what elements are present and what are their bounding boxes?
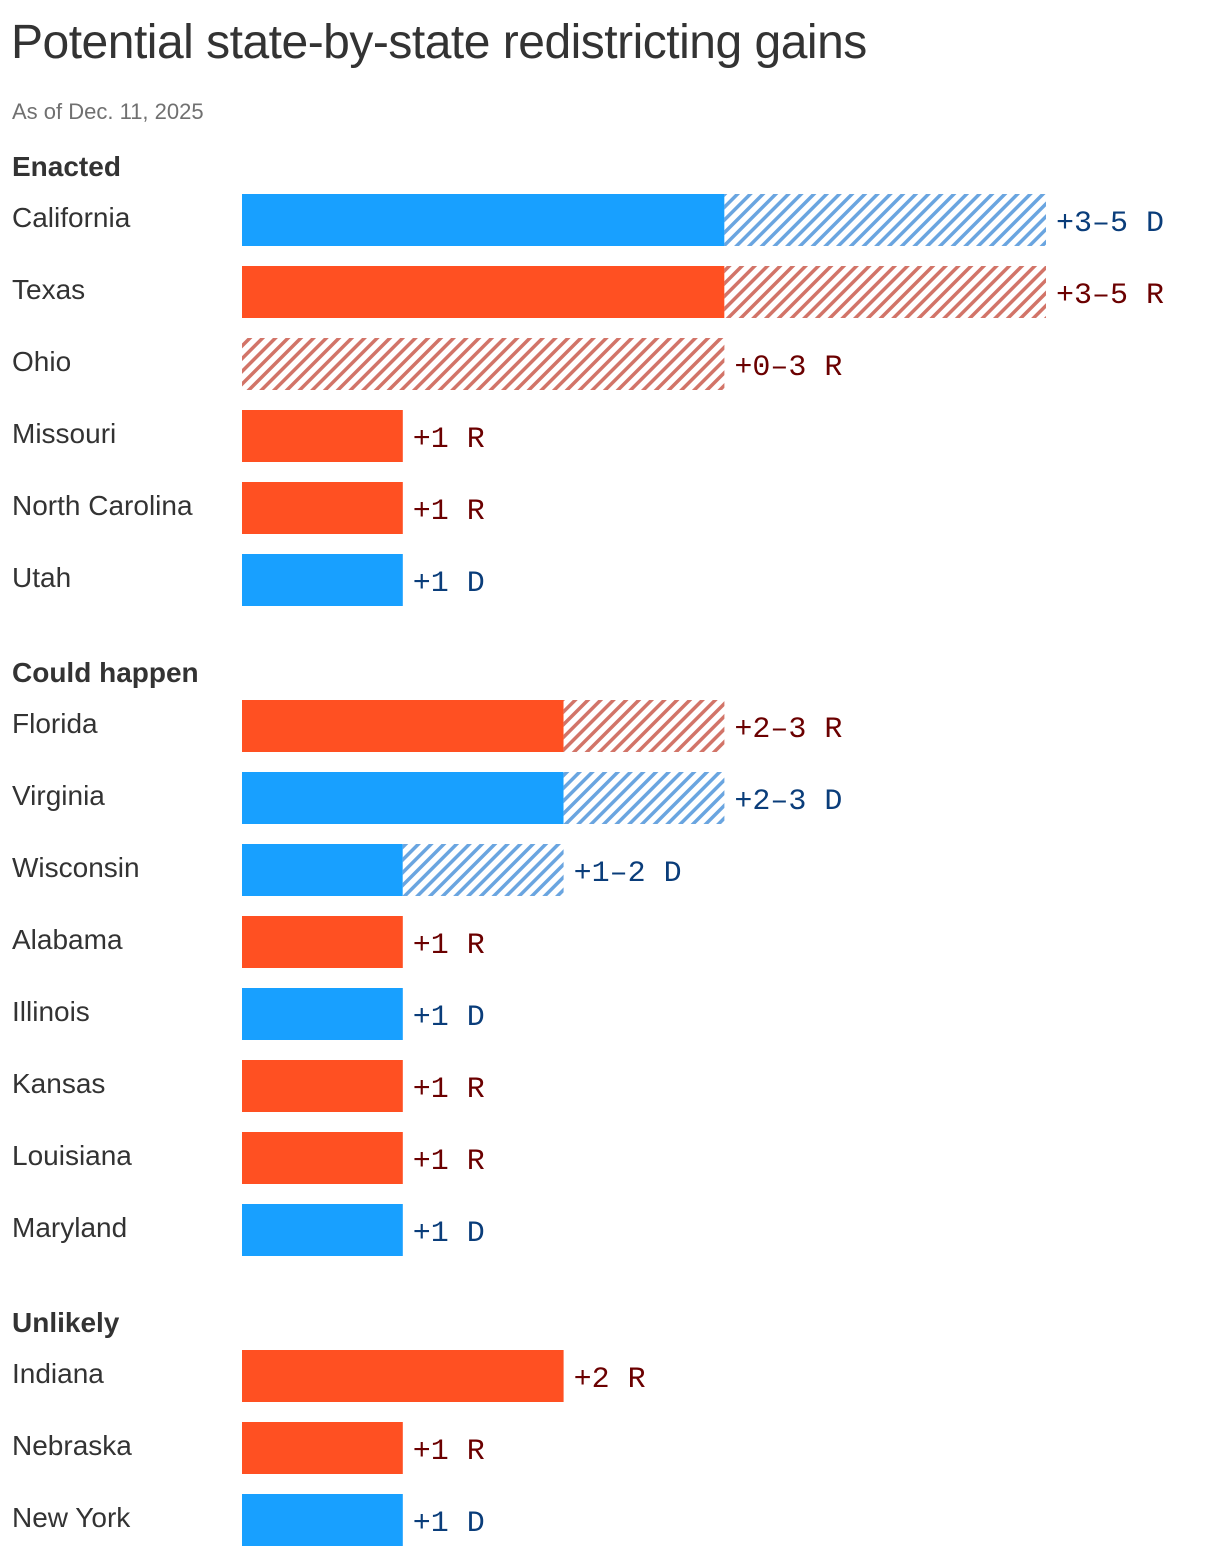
- bar-solid: [242, 700, 564, 752]
- state-label: Wisconsin: [12, 852, 140, 883]
- value-label: +1 R: [413, 929, 485, 963]
- value-label: +3–5 D: [1056, 207, 1164, 241]
- bar-hatched: [724, 194, 1046, 246]
- value-label: +2 R: [574, 1363, 646, 1397]
- state-label: Louisiana: [12, 1140, 132, 1171]
- value-label: +1 R: [413, 495, 485, 529]
- value-label: +1 R: [413, 1145, 485, 1179]
- state-label: Texas: [12, 274, 85, 305]
- bar-hatched: [563, 700, 725, 752]
- bar-solid: [242, 410, 403, 462]
- value-label: +1 D: [413, 1507, 485, 1541]
- bar-hatched: [242, 338, 725, 390]
- bar-solid: [242, 482, 403, 534]
- bar-solid: [242, 916, 403, 968]
- chart-title: Potential state-by-state redistricting g…: [11, 16, 867, 69]
- value-label: +1 R: [413, 423, 485, 457]
- state-label: Ohio: [12, 346, 71, 377]
- bar-solid: [242, 988, 403, 1040]
- group-label: Enacted: [12, 151, 121, 182]
- bar-hatched: [402, 844, 564, 896]
- state-label: Virginia: [12, 780, 105, 811]
- value-label: +1 D: [413, 1217, 485, 1251]
- value-label: +0–3 R: [734, 351, 842, 385]
- value-label: +1–2 D: [574, 857, 682, 891]
- bar-solid: [242, 772, 564, 824]
- state-label: Indiana: [12, 1358, 104, 1389]
- bar-solid: [242, 194, 725, 246]
- state-label: Missouri: [12, 418, 116, 449]
- bar-solid: [242, 844, 403, 896]
- bar-solid: [242, 1350, 564, 1402]
- chart-subtitle: As of Dec. 11, 2025: [12, 99, 204, 124]
- bar-solid: [242, 1422, 403, 1474]
- value-label: +2–3 R: [734, 713, 842, 747]
- value-label: +1 R: [413, 1435, 485, 1469]
- state-label: Maryland: [12, 1212, 127, 1243]
- bar-hatched: [563, 772, 725, 824]
- bar-solid: [242, 554, 403, 606]
- value-label: +2–3 D: [734, 785, 842, 819]
- state-label: Illinois: [12, 996, 90, 1027]
- bar-solid: [242, 1494, 403, 1546]
- state-label: Kansas: [12, 1068, 105, 1099]
- bar-solid: [242, 1204, 403, 1256]
- group-label: Unlikely: [12, 1307, 120, 1338]
- state-label: Utah: [12, 562, 71, 593]
- state-label: California: [12, 202, 131, 233]
- value-label: +1 D: [413, 1001, 485, 1035]
- value-label: +3–5 R: [1056, 279, 1164, 313]
- state-label: New York: [12, 1502, 131, 1533]
- value-label: +1 D: [413, 567, 485, 601]
- bar-solid: [242, 1060, 403, 1112]
- bar-hatched: [724, 266, 1046, 318]
- bar-solid: [242, 1132, 403, 1184]
- state-label: Florida: [12, 708, 98, 739]
- bar-solid: [242, 266, 725, 318]
- group-label: Could happen: [12, 657, 199, 688]
- state-label: North Carolina: [12, 490, 193, 521]
- state-label: Alabama: [12, 924, 123, 955]
- value-label: +1 R: [413, 1073, 485, 1107]
- state-label: Nebraska: [12, 1430, 132, 1461]
